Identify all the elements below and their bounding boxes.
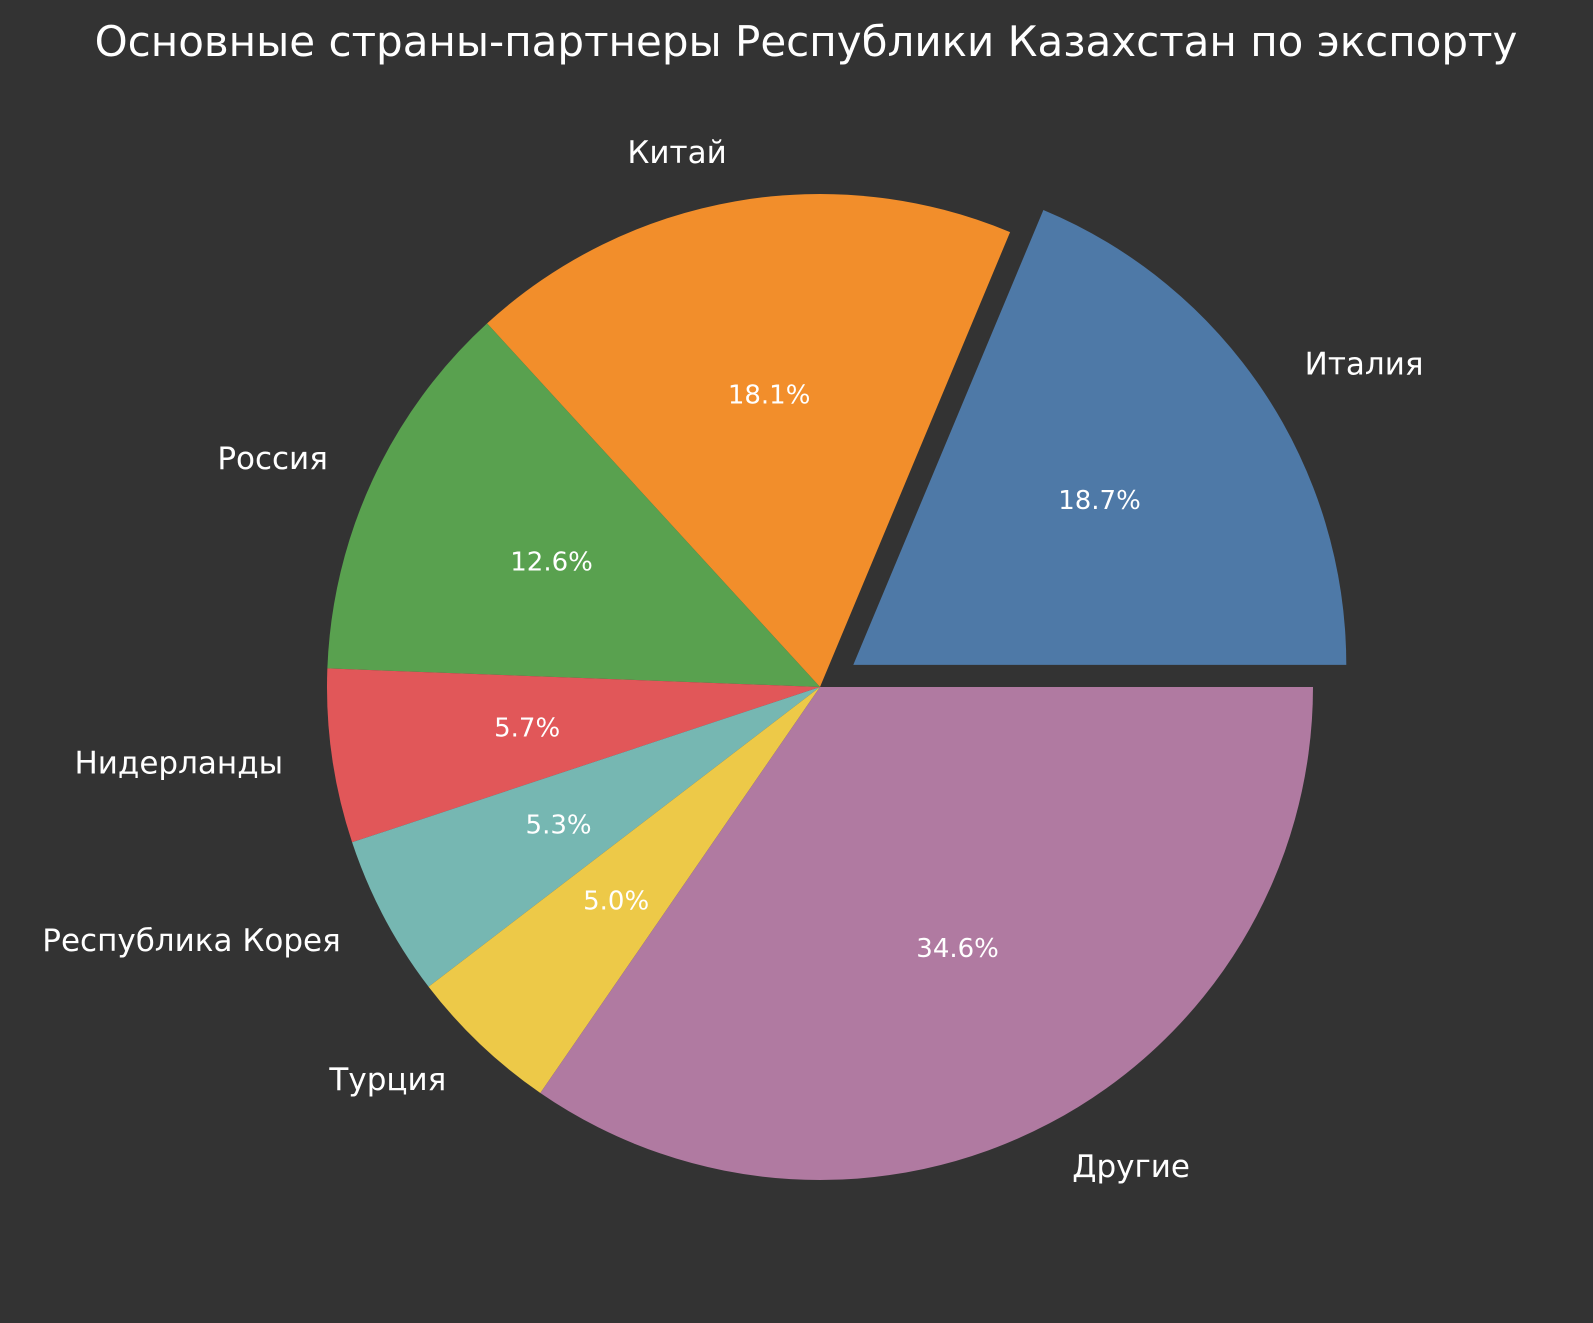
slice-label-нидерланды: Нидерланды — [74, 745, 283, 781]
pie-slice-другие — [540, 687, 1313, 1180]
slice-label-турция: Турция — [328, 1062, 446, 1098]
pie-slice-республика-корея — [352, 687, 820, 987]
slice-label-республика-корея: Республика Корея — [42, 923, 340, 959]
pie-slice-россия — [327, 323, 820, 687]
pie-slice-китай — [487, 194, 1011, 688]
slice-label-другие: Другие — [1072, 1149, 1190, 1185]
percent-label-республика-корея: 5.3% — [526, 810, 592, 840]
chart-title: Основные страны-партнеры Республики Каза… — [95, 17, 1518, 66]
pie-slices — [327, 194, 1347, 1180]
percent-label-китай: 18.1% — [728, 381, 811, 411]
percent-labels: 18.7% 18.1% 12.6% 5.7% 5.3% 5.0% 34.6% — [494, 381, 1141, 964]
pie-slice-нидерланды — [327, 668, 820, 843]
pie-slice-италия — [853, 209, 1347, 665]
slice-labels: Италия Китай Россия Нидерланды Республика Ко… — [42, 135, 1423, 1185]
percent-label-другие: 34.6% — [916, 934, 999, 964]
percent-label-нидерланды: 5.7% — [494, 714, 560, 744]
slice-label-италия: Италия — [1305, 346, 1424, 382]
percent-label-турция: 5.0% — [583, 886, 649, 916]
percent-label-италия: 18.7% — [1058, 486, 1141, 516]
percent-label-россия: 12.6% — [510, 548, 593, 578]
pie-slice-турция — [428, 687, 820, 1094]
slice-label-китай: Китай — [627, 135, 726, 171]
slice-label-россия: Россия — [217, 441, 328, 477]
